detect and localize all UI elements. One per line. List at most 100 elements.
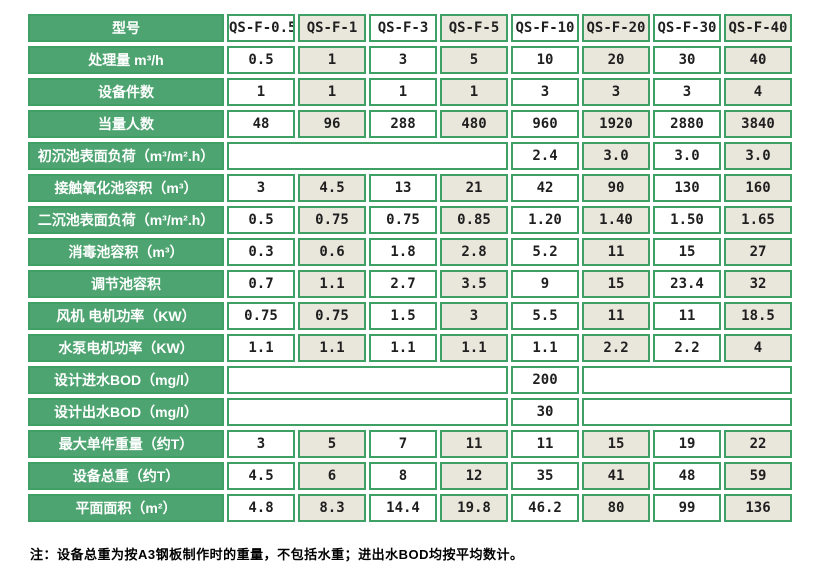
value-cell: 35 xyxy=(511,462,579,490)
merged-empty-cell xyxy=(227,142,508,170)
merged-empty-cell xyxy=(227,398,508,426)
model-header-cell: QS-F-30 xyxy=(653,14,721,42)
value-cell: 19.8 xyxy=(440,494,508,522)
table-row: 当量人数 48 96 288 480 960 1920 2880 3840 xyxy=(28,110,792,138)
value-cell: 2.4 xyxy=(511,142,579,170)
value-cell: 136 xyxy=(724,494,792,522)
model-header-cell: QS-F-5 xyxy=(440,14,508,42)
value-cell: 3 xyxy=(227,174,295,202)
value-cell: 41 xyxy=(582,462,650,490)
value-cell: 0.5 xyxy=(227,206,295,234)
row-label-cell: 消毒池容积（m³） xyxy=(28,238,224,266)
table-row: 最大单件重量（约T） 3 5 7 11 11 15 19 22 xyxy=(28,430,792,458)
value-cell: 11 xyxy=(511,430,579,458)
value-cell: 8.3 xyxy=(298,494,366,522)
value-cell: 1 xyxy=(227,78,295,106)
value-cell: 15 xyxy=(582,270,650,298)
model-header-cell: QS-F-0.5 xyxy=(227,14,295,42)
value-cell: 99 xyxy=(653,494,721,522)
merged-empty-cell xyxy=(582,366,792,394)
value-cell: 8 xyxy=(369,462,437,490)
value-cell: 15 xyxy=(653,238,721,266)
model-header-cell: QS-F-3 xyxy=(369,14,437,42)
row-label-cell: 设备件数 xyxy=(28,78,224,106)
value-cell: 1 xyxy=(369,78,437,106)
value-cell: 3 xyxy=(227,430,295,458)
row-label-cell: 设计出水BOD（mg/l） xyxy=(28,398,224,426)
table-row: 平面面积（m²） 4.8 8.3 14.4 19.8 46.2 80 99 136 xyxy=(28,494,792,522)
row-label-cell: 设计进水BOD（mg/l） xyxy=(28,366,224,394)
value-cell: 4 xyxy=(724,78,792,106)
value-cell: 30 xyxy=(511,398,579,426)
table-row: 设计出水BOD（mg/l） 30 xyxy=(28,398,792,426)
value-cell: 27 xyxy=(724,238,792,266)
value-cell: 5.5 xyxy=(511,302,579,330)
value-cell: 3 xyxy=(653,78,721,106)
value-cell: 0.75 xyxy=(298,302,366,330)
value-cell: 46.2 xyxy=(511,494,579,522)
value-cell: 160 xyxy=(724,174,792,202)
model-header-cell: QS-F-1 xyxy=(298,14,366,42)
table-row: 水泵电机功率（KW） 1.1 1.1 1.1 1.1 1.1 2.2 2.2 4 xyxy=(28,334,792,362)
value-cell: 3 xyxy=(369,46,437,74)
value-cell: 288 xyxy=(369,110,437,138)
value-cell: 1.8 xyxy=(369,238,437,266)
value-cell: 18.5 xyxy=(724,302,792,330)
table-row: 消毒池容积（m³） 0.3 0.6 1.8 2.8 5.2 11 15 27 xyxy=(28,238,792,266)
value-cell: 80 xyxy=(582,494,650,522)
value-cell: 3 xyxy=(440,302,508,330)
row-label-cell: 设备总重（约T） xyxy=(28,462,224,490)
value-cell: 1.1 xyxy=(440,334,508,362)
value-cell: 3 xyxy=(582,78,650,106)
value-cell: 0.75 xyxy=(298,206,366,234)
value-cell: 2.2 xyxy=(653,334,721,362)
value-cell: 2.8 xyxy=(440,238,508,266)
value-cell: 960 xyxy=(511,110,579,138)
value-cell: 0.5 xyxy=(227,46,295,74)
value-cell: 3.0 xyxy=(653,142,721,170)
value-cell: 0.75 xyxy=(227,302,295,330)
value-cell: 11 xyxy=(582,238,650,266)
value-cell: 3.5 xyxy=(440,270,508,298)
value-cell: 1.1 xyxy=(511,334,579,362)
value-cell: 200 xyxy=(511,366,579,394)
value-cell: 4.5 xyxy=(298,174,366,202)
value-cell: 42 xyxy=(511,174,579,202)
value-cell: 48 xyxy=(653,462,721,490)
value-cell: 90 xyxy=(582,174,650,202)
value-cell: 15 xyxy=(582,430,650,458)
model-column-header: 型号 xyxy=(28,14,224,42)
value-cell: 480 xyxy=(440,110,508,138)
value-cell: 5 xyxy=(298,430,366,458)
value-cell: 40 xyxy=(724,46,792,74)
value-cell: 13 xyxy=(369,174,437,202)
value-cell: 1.50 xyxy=(653,206,721,234)
value-cell: 1.20 xyxy=(511,206,579,234)
row-label-cell: 水泵电机功率（KW） xyxy=(28,334,224,362)
value-cell: 96 xyxy=(298,110,366,138)
value-cell: 4.5 xyxy=(227,462,295,490)
spec-table-body: 型号 QS-F-0.5 QS-F-1 QS-F-3 QS-F-5 QS-F-10 QS-F-… xyxy=(28,14,792,522)
row-label-cell: 初沉池表面负荷（m³/m².h） xyxy=(28,142,224,170)
value-cell: 1.65 xyxy=(724,206,792,234)
value-cell: 3.0 xyxy=(582,142,650,170)
merged-empty-cell xyxy=(582,398,792,426)
value-cell: 12 xyxy=(440,462,508,490)
table-row: 初沉池表面负荷（m³/m².h） 2.4 3.0 3.0 3.0 xyxy=(28,142,792,170)
table-row: 设计进水BOD（mg/l） 200 xyxy=(28,366,792,394)
value-cell: 11 xyxy=(582,302,650,330)
value-cell: 0.6 xyxy=(298,238,366,266)
spec-table: 型号 QS-F-0.5 QS-F-1 QS-F-3 QS-F-5 QS-F-10 QS-F-… xyxy=(25,10,795,526)
value-cell: 30 xyxy=(653,46,721,74)
row-label-cell: 调节池容积 xyxy=(28,270,224,298)
value-cell: 10 xyxy=(511,46,579,74)
value-cell: 20 xyxy=(582,46,650,74)
table-row: 设备件数 1 1 1 1 3 3 3 4 xyxy=(28,78,792,106)
value-cell: 59 xyxy=(724,462,792,490)
table-row: 二沉池表面负荷（m³/m².h） 0.5 0.75 0.75 0.85 1.20 1.40 1… xyxy=(28,206,792,234)
value-cell: 3 xyxy=(511,78,579,106)
note-text: 注：设备总重为按A3钢板制作时的重量，不包括水重；进出水BOD均按平均数计。 xyxy=(30,547,524,562)
value-cell: 1.1 xyxy=(227,334,295,362)
value-cell: 2.2 xyxy=(582,334,650,362)
value-cell: 21 xyxy=(440,174,508,202)
